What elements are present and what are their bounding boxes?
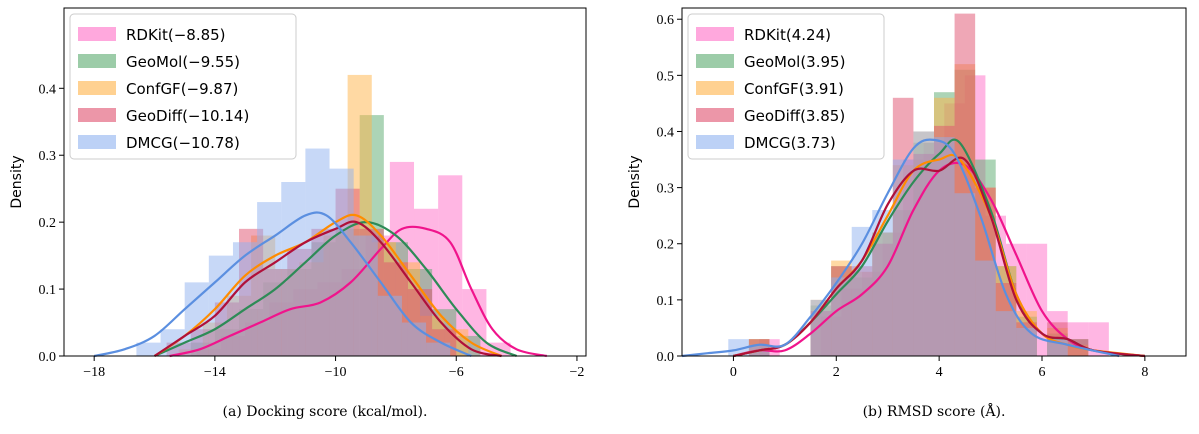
- kde-line: [733, 161, 1145, 358]
- x-tick-label: 6: [1039, 365, 1046, 380]
- histogram-bar: [401, 322, 427, 356]
- x-tick-label: 0: [730, 365, 737, 380]
- y-tick-label: 0.4: [39, 82, 57, 97]
- y-tick-label: 0.6: [657, 13, 675, 28]
- x-axis-ticks: 0 2 4 6 8: [730, 356, 1148, 380]
- y-tick-label: 0.2: [657, 238, 675, 253]
- histogram-bar: [831, 277, 852, 356]
- y-axis-label: Density: [627, 155, 643, 208]
- legend-label: RDKit(−8.85): [126, 26, 226, 44]
- histogram-bar: [1088, 322, 1109, 356]
- histogram-bar: [872, 210, 893, 356]
- histogram-bar: [136, 342, 161, 356]
- legend-swatch: [696, 27, 734, 41]
- plot-frame: [63, 7, 587, 357]
- caption: (a) Docking score (kcal/mol).: [223, 404, 428, 420]
- x-tick-label: 2: [833, 365, 840, 380]
- histogram-bar: [1016, 327, 1037, 356]
- legend-swatch: [78, 135, 116, 149]
- y-tick-label: 0.1: [39, 283, 57, 298]
- kde-line: [169, 225, 548, 358]
- kde-line: [681, 138, 1120, 358]
- legend-label: GeoMol(3.95): [744, 53, 845, 71]
- legend-swatch: [696, 54, 734, 68]
- x-tick-label: −2: [569, 365, 584, 380]
- legend-swatch: [696, 135, 734, 149]
- kde-curves: [93, 211, 548, 358]
- y-axis-ticks: 0.0 0.1 0.2 0.3 0.4 0.5 0.6: [657, 13, 682, 365]
- histogram-bar: [913, 131, 934, 356]
- histogram-bar: [954, 193, 976, 356]
- legend: RDKit(−8.85) GeoMol(−9.55) ConfGF(−9.87) Ge…: [69, 13, 297, 160]
- histogram-bar: [353, 235, 378, 356]
- histogram-bar: [281, 182, 306, 356]
- x-tick-label: 4: [936, 365, 943, 380]
- histogram-bar: [892, 159, 914, 356]
- kde-curves: [681, 138, 1145, 358]
- kde-line: [154, 221, 518, 358]
- x-tick-label: −10: [325, 365, 347, 380]
- legend-label: DMCG(−10.78): [126, 134, 240, 152]
- legend-swatch: [78, 108, 116, 122]
- x-tick-label: −14: [204, 365, 226, 380]
- x-axis-ticks: −18 −14 −10 −6 −2: [83, 356, 584, 380]
- legend-label: ConfGF(−9.87): [126, 80, 238, 98]
- y-tick-label: 0.3: [39, 149, 57, 164]
- histogram-bar: [426, 342, 451, 356]
- y-tick-label: 0.5: [657, 69, 675, 84]
- x-tick-label: −18: [83, 365, 105, 380]
- y-tick-label: 0.0: [39, 350, 57, 365]
- histogram-bar: [975, 260, 996, 356]
- histogram-bar: [810, 299, 832, 356]
- y-tick-label: 0.0: [657, 350, 675, 365]
- plot-frame: [681, 7, 1187, 357]
- histogram-bar: [934, 137, 955, 356]
- legend-label: RDKit(4.24): [744, 26, 831, 44]
- x-tick-label: 8: [1141, 365, 1148, 380]
- kde-line: [733, 156, 1145, 358]
- caption: (b) RMSD score (Å).: [863, 402, 1006, 420]
- histogram-bar: [257, 202, 282, 356]
- legend: RDKit(4.24) GeoMol(3.95) ConfGF(3.91) GeoDi…: [687, 13, 885, 160]
- legend-label: GeoDiff(3.85): [744, 107, 845, 125]
- legend-swatch: [78, 54, 116, 68]
- y-tick-label: 0.1: [657, 294, 675, 309]
- histogram-bar: [728, 339, 749, 356]
- panel-b: 0 2 4 6 8 0.0 0.1 0.2 0.3 0.4 0.5 0.6 Density RDKi…: [627, 7, 1187, 420]
- histogram-bars: [136, 74, 511, 357]
- y-axis-label: Density: [9, 155, 25, 208]
- histogram-bar: [232, 242, 258, 356]
- legend-swatch: [696, 108, 734, 122]
- histogram-bar: [329, 168, 354, 356]
- legend-swatch: [78, 27, 116, 41]
- legend-box: [687, 13, 885, 160]
- kde-line: [93, 211, 472, 358]
- x-tick-label: −6: [449, 365, 464, 380]
- y-tick-label: 0.4: [657, 125, 675, 140]
- kde-line: [153, 220, 502, 358]
- panel-a: −18 −14 −10 −6 −2 0.0 0.1 0.2 0.3 0.4 Density RD…: [9, 7, 587, 420]
- legend-swatch: [696, 81, 734, 95]
- y-tick-label: 0.3: [657, 182, 675, 197]
- legend-label: GeoDiff(−10.14): [126, 107, 249, 125]
- legend-swatch: [78, 81, 116, 95]
- y-axis-ticks: 0.0 0.1 0.2 0.3 0.4: [39, 82, 64, 365]
- histogram-bar: [377, 295, 402, 356]
- legend-label: GeoMol(−9.55): [126, 53, 240, 71]
- y-tick-label: 0.2: [39, 216, 57, 231]
- histogram-bar: [995, 311, 1017, 356]
- legend-box: [69, 13, 297, 160]
- legend-label: DMCG(3.73): [744, 134, 836, 152]
- legend-label: ConfGF(3.91): [744, 80, 844, 98]
